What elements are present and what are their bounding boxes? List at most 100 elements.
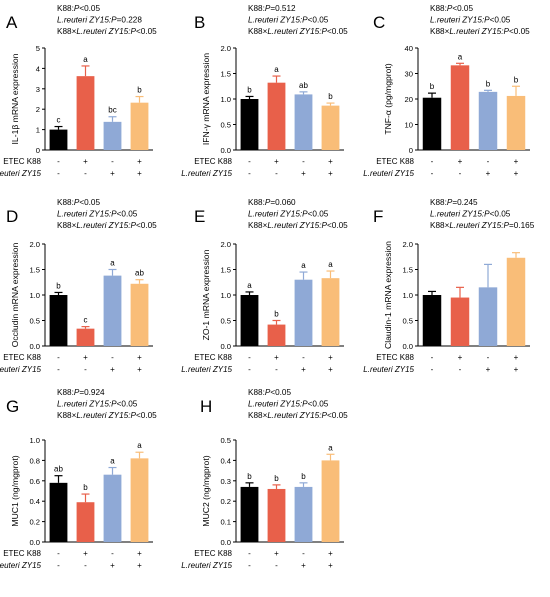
stats-value: <0.05	[308, 400, 329, 409]
y-tick-label: 1	[36, 126, 40, 135]
y-axis-label: IL-1β mRNA expression	[10, 53, 20, 144]
bar	[422, 295, 442, 346]
stats-value: <0.05	[136, 411, 157, 420]
sign-zy15: +	[328, 169, 333, 178]
bar	[294, 279, 313, 346]
bar	[267, 488, 286, 542]
significance-letter: b	[247, 472, 252, 481]
significance-letter: ab	[54, 465, 63, 474]
sign-zy15: -	[275, 169, 278, 178]
y-tick-label: 40	[405, 44, 413, 53]
sign-zy15: -	[84, 365, 87, 374]
y-tick-label: 1.0	[220, 291, 231, 300]
row-label-etec: ETEC K88	[376, 157, 414, 166]
stats-line: K88×L.reuteri ZY15:P<0.05	[57, 27, 157, 36]
bar	[103, 474, 122, 542]
stats-prefix: K88:	[57, 4, 74, 13]
y-tick-label: 1.5	[402, 266, 413, 275]
stats-line: K88:P=0.060	[248, 198, 296, 207]
stats-value: <0.05	[509, 27, 530, 36]
row-label-etec: ETEC K88	[3, 549, 41, 558]
stats-value: =0.924	[79, 388, 105, 397]
sign-etec: -	[111, 549, 114, 558]
sign-etec: -	[431, 353, 434, 362]
stats-line: L.reuteri ZY15:P<0.05	[248, 400, 329, 409]
stats-value: <0.05	[490, 210, 511, 219]
y-axis-label: TNF-α (pg/mgprot)	[383, 63, 393, 134]
y-tick-label: 1.5	[29, 266, 40, 275]
stats-value: =0.060	[270, 198, 296, 207]
sign-zy15: +	[110, 561, 115, 570]
y-tick-label: 3	[36, 85, 40, 94]
row-label-zy15: L.reuteri ZY15	[181, 365, 232, 374]
stats-italic: L.reuteri ZY15:P	[248, 16, 308, 25]
stats-italic: L.reuteri ZY15:P	[248, 210, 308, 219]
bar	[321, 105, 340, 150]
sign-etec: +	[274, 549, 279, 558]
stats-line: L.reuteri ZY15:P<0.05	[430, 16, 511, 25]
bar	[103, 121, 122, 150]
significance-letter: a	[110, 457, 115, 466]
significance-letter: b	[247, 85, 252, 94]
significance-letter: a	[328, 260, 333, 269]
sign-etec: +	[83, 353, 88, 362]
significance-letter: b	[137, 86, 142, 95]
stats-line: K88×L.reuteri ZY15:P<0.05	[248, 221, 348, 230]
bar	[478, 287, 498, 346]
sign-etec: -	[302, 157, 305, 166]
stats-value: <0.05	[327, 27, 348, 36]
y-tick-label: 10	[405, 121, 413, 130]
stats-italic: L.reuteri ZY15:P	[76, 411, 136, 420]
row-label-zy15: L.reuteri ZY15	[181, 561, 232, 570]
sign-etec: +	[83, 157, 88, 166]
stats-line: L.reuteri ZY15:P<0.05	[248, 16, 329, 25]
bar	[130, 102, 149, 150]
bar	[240, 486, 259, 542]
sign-zy15: +	[328, 365, 333, 374]
y-tick-label: 20	[405, 95, 413, 104]
bar	[76, 76, 95, 150]
stats-line: L.reuteri ZY15:P=0.228	[57, 16, 142, 25]
stats-line: K88×L.reuteri ZY15:P=0.165	[430, 221, 535, 230]
stats-italic: L.reuteri ZY15:P	[267, 27, 327, 36]
stats-prefix: K88×	[57, 27, 77, 36]
sign-etec: +	[83, 549, 88, 558]
sign-zy15: -	[57, 169, 60, 178]
y-tick-label: 2.0	[29, 240, 40, 249]
significance-letter: b	[430, 82, 435, 91]
y-tick-label: 2.0	[220, 44, 231, 53]
row-label-zy15: L.reuteri ZY15	[0, 561, 42, 570]
bar	[267, 324, 286, 346]
sign-zy15: +	[137, 169, 142, 178]
stats-line: L.reuteri ZY15:P<0.05	[57, 400, 138, 409]
stats-value: <0.05	[79, 4, 100, 13]
sign-etec: +	[274, 157, 279, 166]
stats-line: K88:P=0.512	[248, 4, 296, 13]
y-tick-label: 0.5	[220, 121, 231, 130]
stats-italic: P	[265, 388, 271, 397]
y-tick-label: 0.0	[29, 342, 40, 351]
row-label-etec: ETEC K88	[194, 353, 232, 362]
significance-letter: b	[274, 474, 279, 483]
stats-line: K88:P<0.05	[57, 4, 100, 13]
stats-value: <0.05	[327, 221, 348, 230]
sign-zy15: -	[248, 365, 251, 374]
stats-prefix: K88×	[57, 411, 77, 420]
stats-italic: P	[447, 4, 453, 13]
sign-etec: +	[274, 353, 279, 362]
sign-etec: +	[328, 157, 333, 166]
panel-letter: B	[194, 13, 205, 32]
y-tick-label: 0.5	[220, 436, 231, 445]
row-label-zy15: L.reuteri ZY15	[363, 365, 414, 374]
bar	[267, 82, 286, 150]
sign-zy15: -	[57, 561, 60, 570]
sign-zy15: -	[84, 169, 87, 178]
stats-italic: L.reuteri ZY15:P	[76, 221, 136, 230]
sign-etec: -	[487, 353, 490, 362]
stats-line: K88×L.reuteri ZY15:P<0.05	[57, 411, 157, 420]
stats-italic: P	[74, 388, 80, 397]
sign-etec: +	[328, 353, 333, 362]
